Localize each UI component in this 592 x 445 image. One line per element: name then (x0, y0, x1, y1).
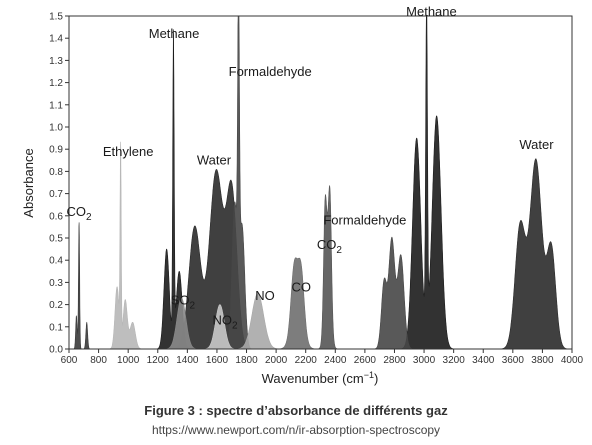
axes (65, 15, 573, 353)
y-tick-label: 1.2 (49, 78, 63, 89)
y-tick-label: 0.6 (49, 211, 63, 222)
annotation-co: CO (292, 279, 312, 294)
y-tick-label: 1.4 (49, 34, 63, 45)
annotation-ethylene: Ethylene (103, 144, 154, 159)
y-tick-label: 0.8 (49, 167, 63, 178)
x-tick-label: 2200 (295, 355, 318, 366)
x-tick-label: 2800 (383, 355, 406, 366)
absorbance-chart: 600 800 1000 1200 1400 1600 1800 2000 2200 2400 26… (21, 4, 584, 386)
series-no2 (202, 304, 238, 350)
y-tick-label: 0.5 (49, 234, 63, 245)
y-tick-label: 0.4 (49, 256, 63, 267)
series-ethylene (108, 141, 144, 350)
y-tick-label: 1.0 (49, 123, 63, 134)
x-tick-label: 4000 (561, 355, 584, 366)
y-tick-label: 1.5 (49, 12, 63, 23)
annotation-methane: Methane (406, 4, 457, 19)
x-tick-label: 2000 (265, 355, 288, 366)
annotation-water: Water (197, 153, 232, 168)
annotation-so2: SO2 (171, 293, 196, 312)
series-co (276, 257, 318, 350)
x-tick-label: 3400 (472, 355, 495, 366)
x-tick-label: 3800 (531, 355, 554, 366)
annotations: CO2 Ethylene Methane Formaldehyde Water SO2 NO… (67, 4, 555, 332)
y-tick-label: 0.1 (49, 322, 63, 333)
annotation-water: Water (519, 137, 554, 152)
y-axis-label: Absorbance (21, 148, 36, 217)
x-tick-label: 2600 (354, 355, 377, 366)
annotation-co2: CO2 (317, 237, 343, 256)
x-tick-label: 1000 (117, 355, 140, 366)
plot-frame (68, 15, 573, 350)
annotation-formaldehyde: Formaldehyde (229, 64, 312, 79)
figure-caption: Figure 3 : spectre d’absorbance de diffé… (144, 403, 448, 418)
series-co2-asym-stretch- (317, 185, 339, 350)
y-tick-label: 0.3 (49, 278, 63, 289)
x-tick-label: 3000 (413, 355, 436, 366)
x-tick-label: 2400 (324, 355, 347, 366)
annotation-no: NO (255, 288, 275, 303)
series-no (234, 293, 282, 350)
series-co2 (73, 222, 91, 350)
x-tick-label: 800 (90, 355, 107, 366)
annotation-co2: CO2 (67, 204, 93, 223)
x-axis-label: Wavenumber (cm−1) (262, 370, 379, 386)
annotation-no2: NO2 (213, 313, 239, 332)
y-tick-label: 1.1 (49, 100, 63, 111)
source-url: https://www.newport.com/n/ir-absorption-… (151, 423, 441, 437)
annotation-formaldehyde: Formaldehyde (323, 213, 406, 228)
spectra-layer (73, 15, 569, 350)
x-tick-label: 600 (61, 355, 78, 366)
y-tick-label: 0.7 (49, 189, 63, 200)
y-tick-label: 0.9 (49, 145, 63, 156)
y-tick-label: 1.3 (49, 56, 63, 67)
x-tick-label: 1800 (235, 355, 258, 366)
x-tick-label: 1600 (206, 355, 229, 366)
x-tick-label: 3200 (443, 355, 466, 366)
annotation-methane: Methane (149, 26, 200, 41)
x-tick-label: 1400 (176, 355, 199, 366)
series-so2 (163, 297, 200, 350)
tick-labels: 600 800 1000 1200 1400 1600 1800 2000 2200 2400 26… (49, 12, 583, 367)
y-tick-label: 0.0 (49, 345, 63, 356)
y-tick-label: 0.2 (49, 300, 63, 311)
x-tick-label: 3600 (502, 355, 525, 366)
x-tick-label: 1200 (147, 355, 170, 366)
